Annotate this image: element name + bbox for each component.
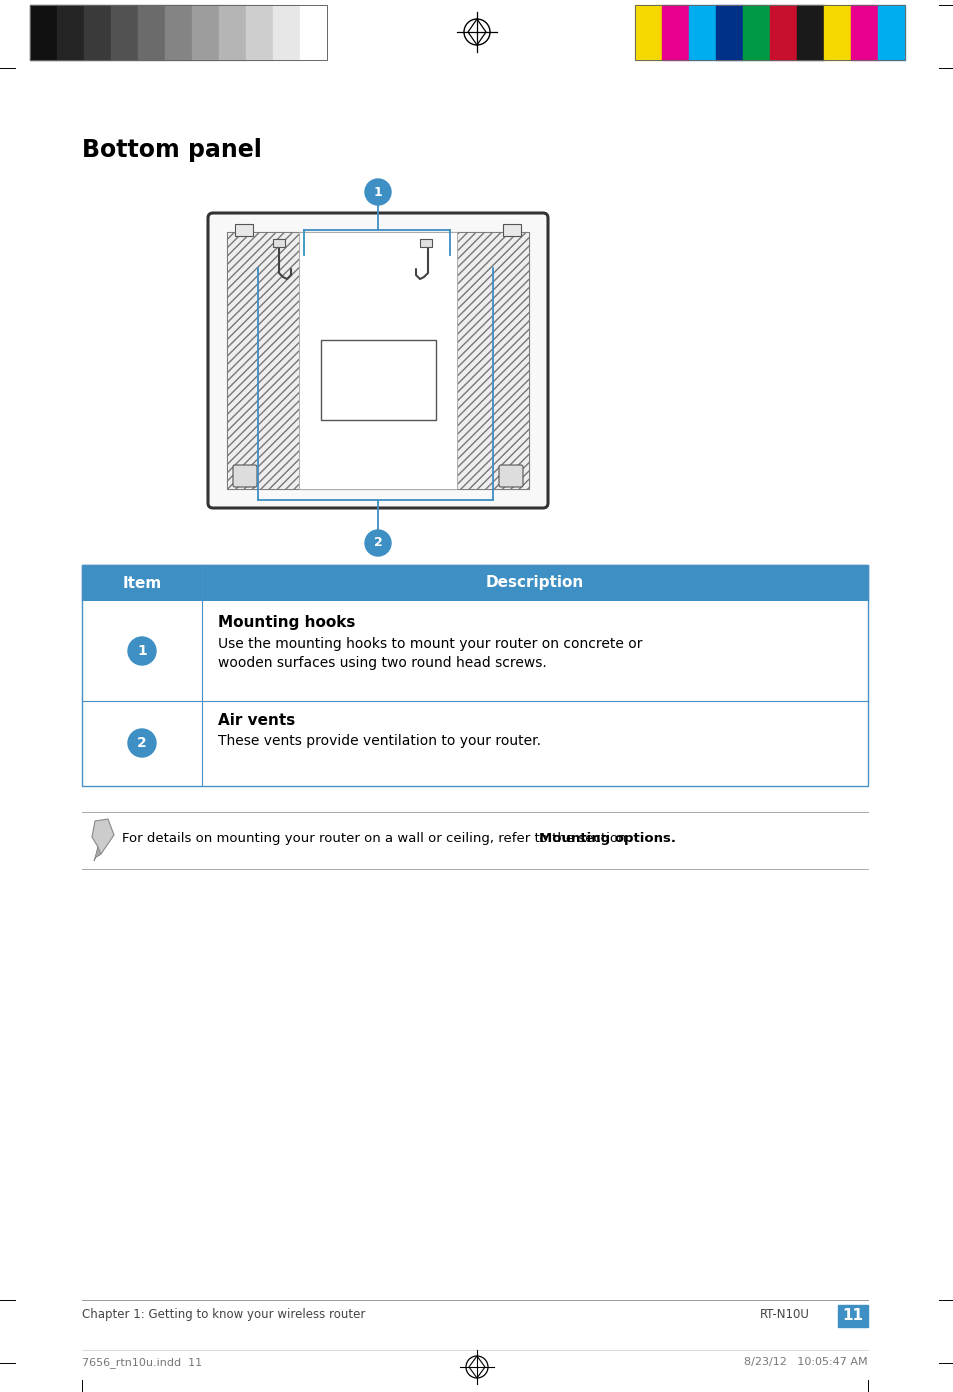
Bar: [823, 6, 850, 60]
Bar: [298, 232, 456, 489]
Bar: [635, 6, 661, 60]
Bar: [82, 702, 867, 786]
Bar: [246, 6, 273, 60]
Bar: [456, 232, 529, 489]
Circle shape: [128, 638, 156, 665]
Text: 2: 2: [137, 736, 147, 750]
Bar: [716, 6, 742, 60]
Text: RT-N10U: RT-N10U: [760, 1308, 809, 1321]
Text: These vents provide ventilation to your router.: These vents provide ventilation to your …: [218, 734, 540, 748]
Text: 2: 2: [374, 536, 382, 550]
Bar: [635, 6, 904, 60]
Bar: [742, 6, 769, 60]
Circle shape: [365, 180, 391, 205]
Bar: [502, 224, 520, 237]
Text: Chapter 1: Getting to know your wireless router: Chapter 1: Getting to know your wireless…: [82, 1308, 365, 1321]
Text: 11: 11: [841, 1308, 862, 1324]
Bar: [84, 6, 111, 60]
Circle shape: [128, 729, 156, 757]
Text: wooden surfaces using two round head screws.: wooden surfaces using two round head scr…: [218, 656, 546, 670]
Text: Mounting options.: Mounting options.: [538, 832, 676, 845]
Text: Air vents: Air vents: [218, 713, 294, 728]
Bar: [688, 6, 716, 60]
Bar: [30, 6, 327, 60]
Text: Description: Description: [485, 575, 583, 590]
Text: 1: 1: [137, 644, 147, 658]
Bar: [837, 1306, 867, 1327]
Bar: [30, 6, 57, 60]
Bar: [234, 224, 253, 237]
Bar: [165, 6, 192, 60]
Bar: [138, 6, 165, 60]
Bar: [227, 232, 298, 489]
Polygon shape: [94, 846, 101, 862]
Text: For details on mounting your router on a wall or ceiling, refer to the section: For details on mounting your router on a…: [122, 832, 630, 845]
Bar: [299, 6, 327, 60]
Bar: [227, 232, 529, 489]
Text: Mounting hooks: Mounting hooks: [218, 615, 355, 631]
Text: Item: Item: [122, 575, 161, 590]
Text: 1: 1: [374, 185, 382, 199]
Text: Use the mounting hooks to mount your router on concrete or: Use the mounting hooks to mount your rou…: [218, 638, 641, 651]
Text: Bottom panel: Bottom panel: [82, 138, 262, 161]
Bar: [877, 6, 904, 60]
FancyBboxPatch shape: [233, 465, 256, 487]
Bar: [419, 239, 432, 246]
Bar: [850, 6, 877, 60]
FancyBboxPatch shape: [208, 213, 547, 508]
FancyBboxPatch shape: [498, 465, 522, 487]
Bar: [57, 6, 84, 60]
Polygon shape: [91, 818, 113, 857]
Circle shape: [365, 530, 391, 555]
Bar: [273, 6, 299, 60]
Bar: [769, 6, 796, 60]
Bar: [661, 6, 688, 60]
Bar: [82, 601, 867, 702]
Bar: [796, 6, 823, 60]
Bar: [273, 239, 285, 246]
Text: 7656_rtn10u.indd  11: 7656_rtn10u.indd 11: [82, 1357, 202, 1368]
Bar: [219, 6, 246, 60]
Bar: [192, 6, 219, 60]
Bar: [82, 565, 867, 786]
Bar: [320, 340, 436, 420]
Bar: [111, 6, 138, 60]
Bar: [82, 565, 867, 601]
Text: 8/23/12   10:05:47 AM: 8/23/12 10:05:47 AM: [743, 1357, 867, 1367]
